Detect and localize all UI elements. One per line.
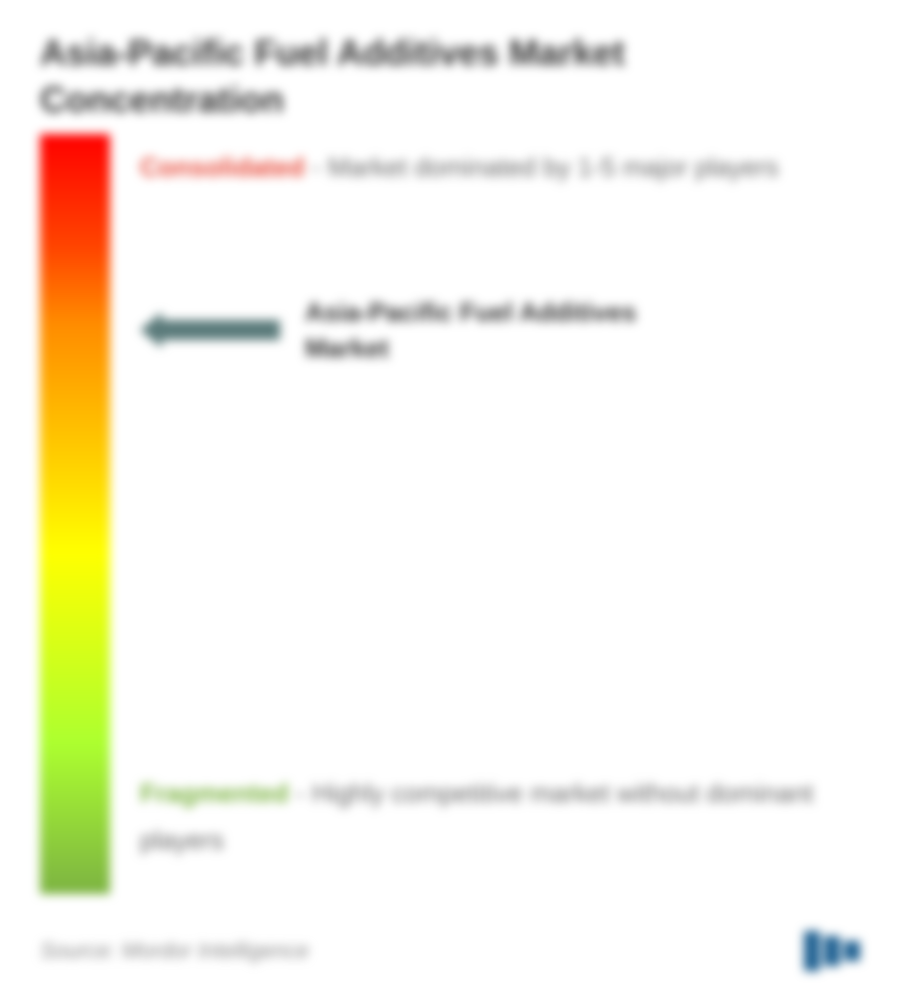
fragmented-highlight: Fragmented — [140, 778, 289, 808]
source-text: Source: Mordor Intelligence — [40, 938, 309, 964]
content-area: Consolidated - Market dominated by 1-5 m… — [40, 134, 860, 894]
consolidated-highlight: Consolidated — [140, 152, 305, 182]
consolidated-label: Consolidated - Market dominated by 1-5 m… — [140, 144, 840, 191]
arrow-label: Asia-Pacific Fuel Additives Market — [305, 294, 705, 367]
gradient-scale-bar — [40, 134, 110, 894]
text-content: Consolidated - Market dominated by 1-5 m… — [110, 134, 860, 894]
consolidated-text: - Market dominated by 1-5 major players — [305, 152, 779, 182]
arrow-indicator: Asia-Pacific Fuel Additives Market — [140, 294, 705, 367]
footer: Source: Mordor Intelligence — [40, 931, 860, 971]
logo-icon — [804, 931, 860, 971]
arrow-icon — [140, 318, 280, 342]
fragmented-label: Fragmented - Highly competitive market w… — [140, 770, 840, 864]
chart-title: Asia-Pacific Fuel Additives Market Conce… — [40, 30, 860, 124]
